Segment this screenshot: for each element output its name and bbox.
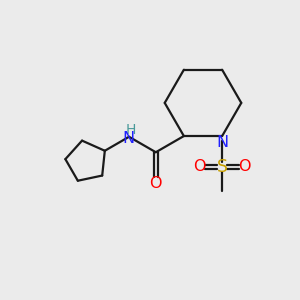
Text: O: O xyxy=(238,160,251,175)
Text: S: S xyxy=(217,158,228,176)
Text: O: O xyxy=(150,176,162,191)
Text: N: N xyxy=(122,131,134,146)
Text: N: N xyxy=(217,135,229,150)
Text: O: O xyxy=(193,160,206,175)
Text: H: H xyxy=(125,123,136,137)
